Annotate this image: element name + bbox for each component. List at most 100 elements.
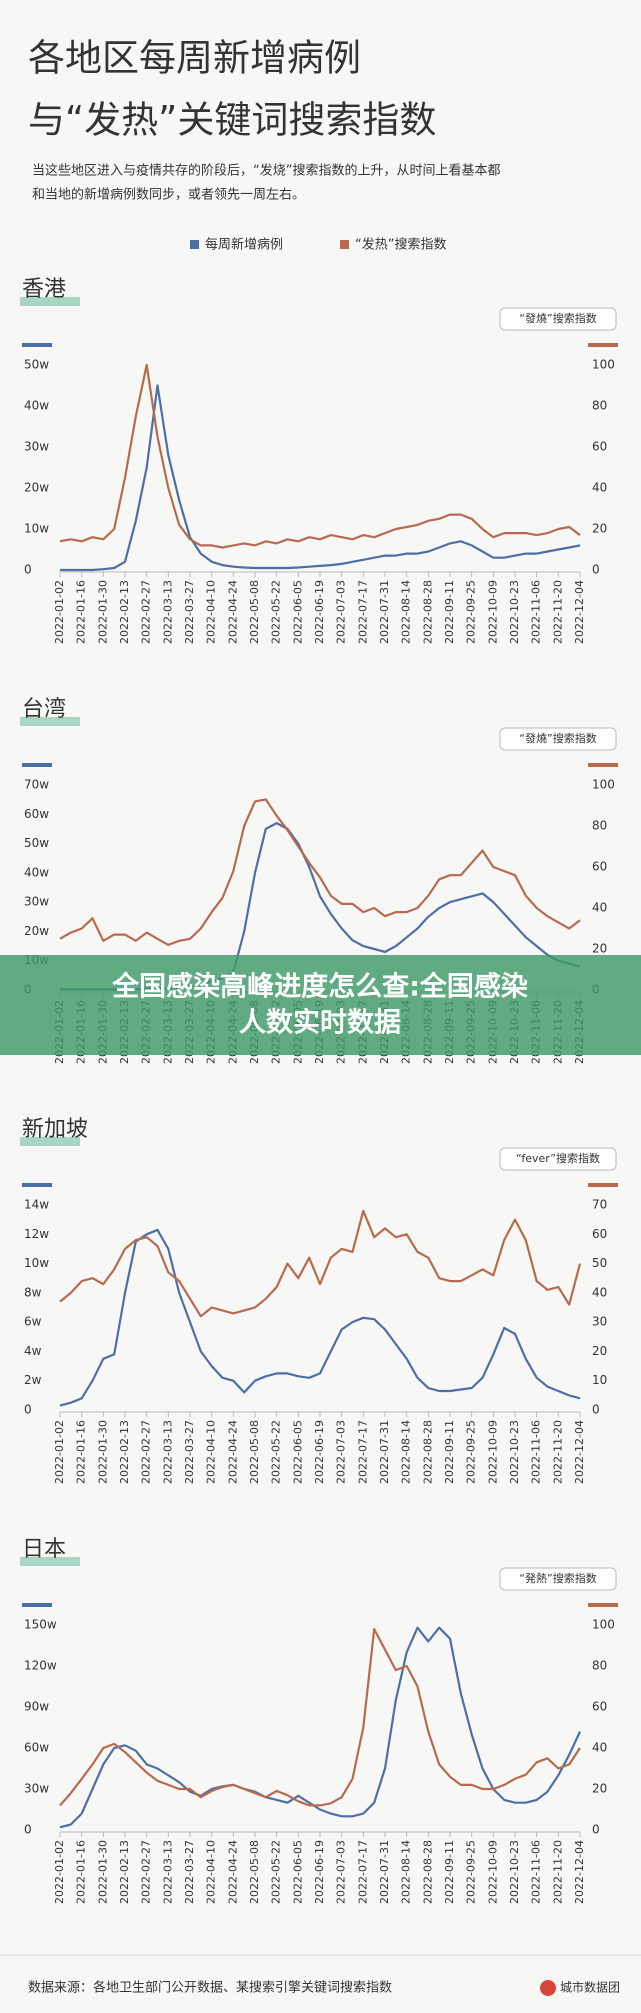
y-tick-label: 40w [24, 399, 49, 413]
description: 当这些地区进入与疫情共存的阶段后，“发烧”搜索指数的上升，从时间上看基本都 [32, 163, 500, 179]
x-tick-label: 2022-04-24 [226, 1420, 239, 1484]
x-tick-label: 2022-01-02 [53, 580, 66, 644]
y2-tick-label: 20 [592, 1782, 607, 1796]
x-tick-label: 2022-09-25 [465, 580, 478, 644]
y2-label: “発熱”搜索指数 [519, 1571, 596, 1585]
y-tick-label: 12w [24, 1227, 49, 1241]
y-tick-label: 2w [24, 1373, 42, 1387]
y-tick-label: 0 [24, 1403, 32, 1417]
x-tick-label: 2022-06-05 [291, 1420, 304, 1484]
y2-tick-label: 60 [592, 1700, 607, 1714]
x-tick-label: 2022-11-06 [530, 580, 543, 644]
x-tick-label: 2022-09-11 [443, 1420, 456, 1484]
y-tick-label: 30w [24, 440, 49, 454]
y2-tick-label: 80 [592, 819, 607, 833]
y2-tick-label: 20 [592, 1344, 607, 1358]
x-tick-label: 2022-09-11 [443, 1840, 456, 1904]
x-tick-label: 2022-01-16 [75, 1840, 88, 1904]
y2-label-box [499, 307, 617, 331]
y-tick-label: 50w [24, 836, 49, 850]
x-tick-label: 2022-01-30 [96, 1840, 109, 1904]
x-tick-label: 2022-09-11 [443, 580, 456, 644]
x-tick-label: 2022-01-30 [96, 1420, 109, 1484]
x-tick-label: 2022-05-22 [270, 1420, 283, 1484]
y2-tick-label: 60 [592, 1227, 607, 1241]
x-tick-label: 2022-11-06 [530, 1840, 543, 1904]
y-tick-label: 30w [24, 895, 49, 909]
y-tick-label: 6w [24, 1315, 42, 1329]
x-tick-label: 2022-05-08 [248, 580, 261, 644]
x-tick-label: 2022-04-10 [205, 1840, 218, 1904]
y2-label-box [499, 1567, 617, 1591]
y2-tick-label: 100 [592, 778, 615, 792]
logo-icon [540, 1980, 556, 1996]
y-tick-label: 40w [24, 865, 49, 879]
x-tick-label: 2022-05-08 [248, 1420, 261, 1484]
y2-label-box [499, 727, 617, 751]
x-tick-label: 2022-03-27 [183, 1420, 196, 1484]
y2-tick-label: 40 [592, 1741, 607, 1755]
y2-tick-label: 80 [592, 399, 607, 413]
y2-tick-label: 70 [592, 1198, 607, 1212]
x-tick-label: 2022-07-17 [356, 1420, 369, 1484]
x-tick-label: 2022-02-27 [140, 1840, 153, 1904]
y-tick-label: 20w [24, 481, 49, 495]
y-tick-label: 10w [24, 522, 49, 536]
x-tick-label: 2022-07-31 [378, 580, 391, 644]
x-tick-label: 2022-08-14 [400, 580, 413, 644]
x-tick-label: 2022-10-09 [486, 1420, 499, 1484]
y2-tick-label: 0 [592, 563, 600, 577]
y-tick-label: 0 [24, 563, 32, 577]
x-tick-label: 2022-02-27 [140, 580, 153, 644]
series-line [59, 1628, 581, 1807]
y-tick-label: 120w [24, 1659, 57, 1673]
x-tick-label: 2022-12-04 [573, 1840, 586, 1904]
x-tick-label: 2022-01-16 [75, 580, 88, 644]
y2-tick-label: 40 [592, 481, 607, 495]
y2-tick-label: 10 [592, 1373, 607, 1387]
x-tick-label: 2022-06-19 [313, 1420, 326, 1484]
x-tick-label: 2022-01-16 [75, 1420, 88, 1484]
y-tick-label: 4w [24, 1344, 42, 1358]
x-tick-label: 2022-06-19 [313, 580, 326, 644]
x-tick-label: 2022-06-19 [313, 1840, 326, 1904]
x-tick-label: 2022-02-13 [118, 580, 131, 644]
x-tick-label: 2022-07-03 [335, 1420, 348, 1484]
title-highlight [20, 1137, 80, 1146]
y-tick-label: 70w [24, 778, 49, 792]
y-tick-label: 30w [24, 1782, 49, 1796]
y2-tick-label: 80 [592, 1659, 607, 1673]
x-tick-label: 2022-10-09 [486, 1840, 499, 1904]
y2-label: “發燒”搜索指数 [519, 731, 596, 745]
x-tick-label: 2022-12-04 [573, 1420, 586, 1484]
y2-tick-label: 40 [592, 1285, 607, 1299]
y2-label-box [499, 1147, 617, 1171]
y-tick-label: 60w [24, 807, 49, 821]
y-tick-label: 14w [24, 1198, 49, 1212]
series-line [59, 363, 581, 549]
x-tick-label: 2022-07-31 [378, 1840, 391, 1904]
x-tick-label: 2022-03-13 [161, 1420, 174, 1484]
x-tick-label: 2022-07-03 [335, 1840, 348, 1904]
banner-text: 人数实时数据 [239, 1007, 401, 1039]
y-tick-label: 50w [24, 358, 49, 372]
y-tick-label: 60w [24, 1741, 49, 1755]
x-tick-label: 2022-10-09 [486, 580, 499, 644]
y2-label: “fever”搜索指数 [516, 1151, 600, 1165]
title-line: 各地区每周新增病例 [28, 37, 361, 80]
x-tick-label: 2022-10-23 [508, 1420, 521, 1484]
x-tick-label: 2022-04-24 [226, 1840, 239, 1904]
x-tick-label: 2022-11-06 [530, 1420, 543, 1484]
region-title: 日本 [22, 1537, 66, 1562]
legend: 每周新增病例 “发热”搜索指数 [190, 237, 446, 253]
x-tick-label: 2022-07-03 [335, 580, 348, 644]
x-tick-label: 2022-05-08 [248, 1840, 261, 1904]
x-tick-label: 2022-03-27 [183, 1840, 196, 1904]
x-tick-label: 2022-04-10 [205, 580, 218, 644]
series-line [59, 798, 581, 946]
series-line [59, 1228, 581, 1407]
x-tick-label: 2022-01-30 [96, 580, 109, 644]
title-highlight [20, 297, 80, 306]
